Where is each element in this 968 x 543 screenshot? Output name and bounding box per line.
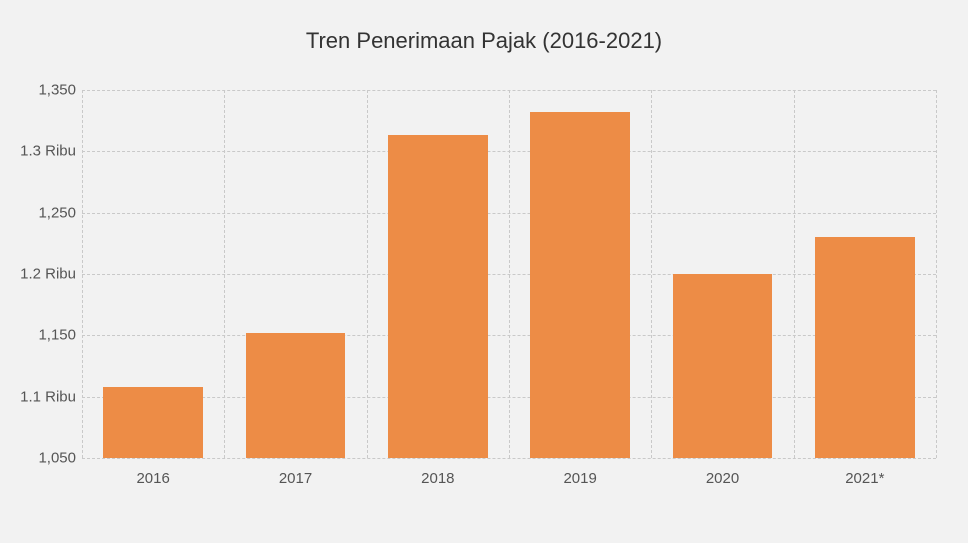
y-axis-label: 1,350 — [6, 82, 76, 99]
x-axis-label: 2018 — [388, 470, 488, 487]
bar — [103, 387, 203, 458]
bar — [246, 333, 346, 458]
x-axis-label: 2017 — [246, 470, 346, 487]
bar — [673, 274, 773, 458]
y-axis-label: 1.1 Ribu — [6, 388, 76, 405]
x-axis-label: 2020 — [673, 470, 773, 487]
grid-line-v — [936, 90, 937, 458]
bar — [388, 135, 488, 458]
plot-area — [82, 90, 936, 458]
grid-line-h — [82, 458, 936, 459]
y-axis-label: 1,250 — [6, 204, 76, 221]
x-axis-label: 2021* — [815, 470, 915, 487]
bar — [530, 112, 630, 458]
bar-chart: Tren Penerimaan Pajak (2016-2021) — [0, 0, 968, 543]
bar — [815, 237, 915, 458]
grid-line-v — [651, 90, 652, 458]
grid-line-v — [367, 90, 368, 458]
y-axis-label: 1,050 — [6, 450, 76, 467]
grid-line-v — [794, 90, 795, 458]
grid-line-v — [224, 90, 225, 458]
x-axis-label: 2016 — [103, 470, 203, 487]
y-axis-label: 1.2 Ribu — [6, 266, 76, 283]
grid-line-v — [82, 90, 83, 458]
y-axis-label: 1,150 — [6, 327, 76, 344]
chart-title: Tren Penerimaan Pajak (2016-2021) — [0, 28, 968, 54]
grid-line-v — [509, 90, 510, 458]
y-axis-label: 1.3 Ribu — [6, 143, 76, 160]
x-axis-label: 2019 — [530, 470, 630, 487]
